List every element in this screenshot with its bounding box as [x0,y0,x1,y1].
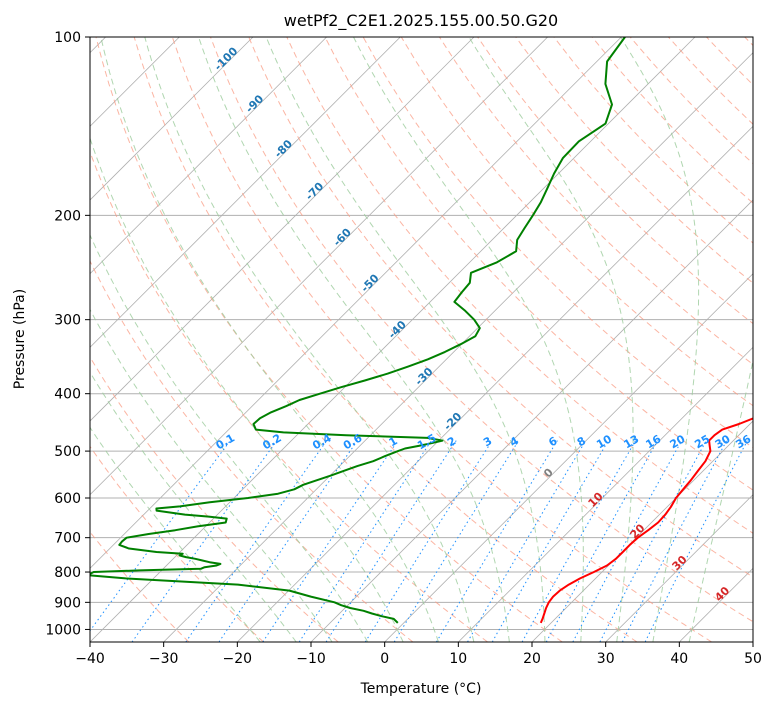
moist-adiabat-line [353,37,584,642]
grid-layer [90,37,753,642]
y-tick-label: 800 [54,565,81,581]
isotherm-line [90,37,548,496]
y-tick-label: 400 [54,387,81,403]
isotherm-line [384,273,753,642]
y-axis-label: Pressure (hPa) [12,289,28,389]
isotherm-line [90,37,696,642]
moist-adiabat-line [100,37,439,642]
dry-adiabat-line [95,37,563,642]
mixing-ratio-line [298,440,432,642]
chart-title: wetPf2_C2E1.2025.155.00.50.G20 [284,11,558,31]
moist-adiabat-line [688,358,753,642]
mixing-ratio-line [621,440,728,642]
moist-adiabat-line [198,37,510,642]
y-tick-label: 700 [54,531,81,547]
x-tick-label: −40 [75,651,105,667]
mixing-ratio-line [393,440,520,642]
y-tick-label: 200 [54,208,81,224]
plot-frame [89,36,754,643]
dry-adiabat-line [133,37,638,642]
x-tick-label: −10 [296,651,326,667]
series-layer [90,37,753,624]
x-tick-label: 20 [523,651,541,667]
dry-adiabat-line [90,445,264,642]
x-axis-label: Temperature (°C) [360,681,482,697]
mixing-ratio-line [599,440,707,642]
x-tick-label: 0 [380,651,389,667]
x-tick-label: 40 [670,651,688,667]
mixing-ratio-line [491,440,609,642]
y-axis-ticks: 100 200 300 400 500 600 700 800 900 1000 [45,30,90,638]
isotherm-line [605,494,753,642]
isotherm-line [90,37,327,275]
dry-adiabat-line [210,37,753,623]
x-tick-label: −20 [223,651,253,667]
moist-adiabat-line [90,371,297,642]
dewpoint-line [90,37,626,624]
x-tick-label: 10 [449,651,467,667]
moist-adiabat-line [90,136,404,642]
isotherm-line [90,37,254,201]
moist-adiabat-line [265,37,546,642]
dry-adiabat-line [324,37,753,491]
y-tick-label: 300 [54,313,81,329]
dry-adiabat-line [515,37,753,284]
moist-adiabat-line [620,37,700,642]
dry-adiabat-label: -10 [0,0,10,3]
moist-adiabat-line [90,233,369,642]
mixing-ratio-line [131,440,278,642]
isotherm-line [90,37,401,348]
mixing-ratio-line [644,440,748,642]
y-tick-label: 600 [54,491,81,507]
mixing-ratio-line [572,440,683,642]
isotherm-line [90,37,622,569]
mixing-ratio-line [364,440,493,642]
dry-adiabat-line [171,37,712,642]
moist-adiabat-line [144,37,475,642]
isotherm-line [163,52,753,642]
x-tick-label: 30 [597,651,615,667]
isotherm-line [90,37,475,422]
x-axis-ticks: −40 −30 −20 −10 0 10 20 30 40 50 [75,642,762,667]
dry-adiabat-line [90,259,414,642]
y-tick-label: 100 [54,30,81,46]
moist-adiabat-line [90,308,333,642]
y-tick-label: 1000 [45,622,81,638]
isotherm-line [458,346,753,642]
isotherm-line [237,125,753,642]
temperature-line [539,417,753,624]
mixing-ratio-line [521,440,637,642]
moist-adiabat-line [90,426,261,642]
mixing-ratio-line [467,440,587,642]
dry-adiabat-line [248,37,753,578]
mixing-ratio-line [545,440,659,642]
y-tick-label: 500 [54,444,81,460]
x-tick-label: −30 [149,651,179,667]
mixing-ratio-line [435,440,558,642]
mixing-ratio-line [185,440,328,642]
y-tick-label: 900 [54,595,81,611]
x-tick-label: 50 [744,651,762,667]
